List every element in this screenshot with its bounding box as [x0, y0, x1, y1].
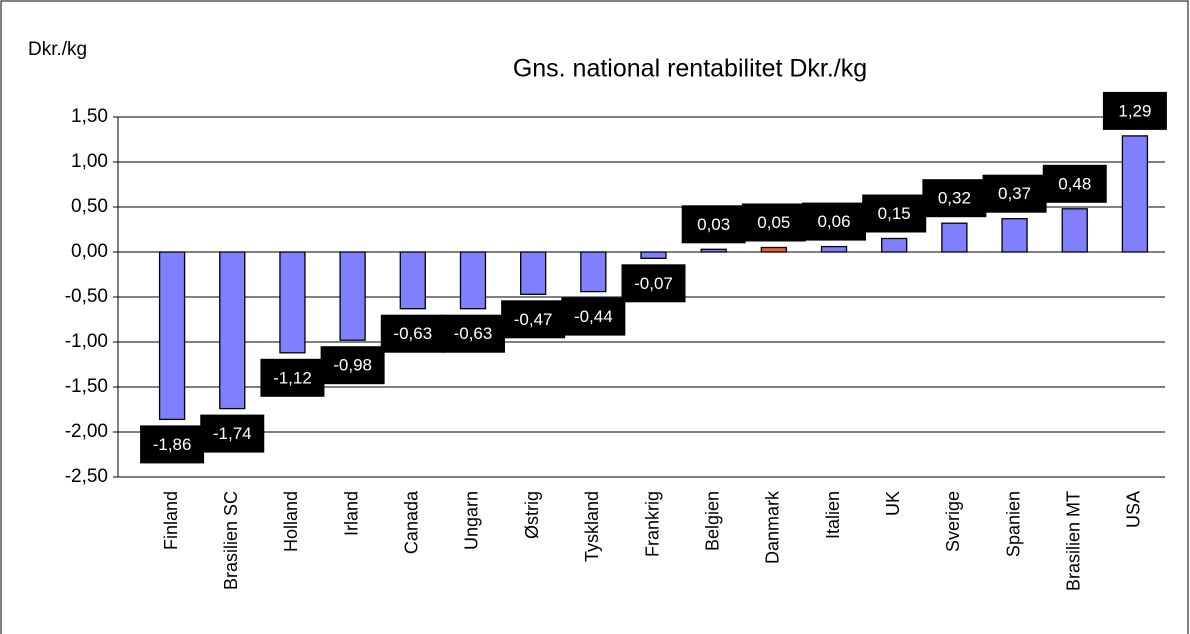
value-label-box: [621, 264, 686, 303]
x-tick-label: Spanien: [1003, 491, 1023, 557]
y-tick-label: 0,50: [71, 196, 108, 217]
y-axis-label: Dkr./kg: [28, 39, 87, 60]
value-label-box: [1042, 164, 1107, 203]
bar: [820, 245, 848, 253]
x-tick-label: Tyskland: [582, 491, 602, 562]
value-label: 0,03: [697, 215, 730, 234]
value-label: -1,12: [273, 368, 312, 387]
value-label-box: [922, 179, 987, 218]
value-label-box: [260, 358, 325, 397]
bar: [941, 222, 968, 253]
x-tick-label: UK: [883, 491, 903, 516]
bar: [580, 251, 607, 293]
y-tick-label: -1,50: [65, 376, 108, 397]
bar: [1061, 208, 1088, 253]
x-tick-label: Danmark: [763, 490, 783, 564]
x-tick-label: Ungarn: [462, 491, 482, 550]
value-label: -0,63: [393, 324, 432, 343]
value-label-box: [140, 425, 205, 464]
x-tick-label: USA: [1124, 491, 1144, 528]
value-label-box: [501, 300, 566, 339]
bar: [1121, 135, 1149, 253]
x-tick-label: Sverige: [943, 491, 963, 552]
bar: [700, 248, 727, 253]
value-label-box: [380, 314, 445, 353]
bar: [158, 251, 186, 421]
value-label-box: [802, 202, 867, 241]
value-label: -0,98: [333, 356, 372, 375]
x-tick-label: Brasilien SC: [221, 491, 241, 590]
y-tick-label: -2,50: [65, 466, 108, 487]
x-tick-label: Irland: [341, 491, 361, 536]
value-label-box: [440, 314, 505, 353]
y-tick-label: 1,00: [71, 151, 108, 172]
value-label: 0,15: [878, 204, 911, 223]
value-label-box: [741, 203, 806, 242]
value-label: -0,07: [634, 274, 673, 293]
chart-title: Gns. national rentabilitet Dkr./kg: [513, 55, 867, 83]
x-tick-label: Frankrig: [642, 491, 662, 557]
y-tick-label: 0,00: [71, 241, 108, 262]
x-tick-label: Østrig: [522, 491, 542, 539]
value-label: -0,63: [454, 324, 493, 343]
bar: [339, 251, 366, 341]
bar: [519, 251, 547, 295]
x-tick-label: Italien: [823, 491, 843, 539]
bar: [459, 251, 487, 310]
value-label: 0,48: [1058, 174, 1091, 193]
bar: [279, 251, 306, 354]
value-label: 1,29: [1118, 101, 1151, 120]
value-label: -1,74: [213, 424, 252, 443]
x-tick-label: Finland: [161, 491, 181, 550]
bar: [1001, 218, 1028, 253]
value-label: -0,44: [574, 307, 613, 326]
x-tick-label: Belgien: [702, 491, 722, 551]
bar: [219, 251, 246, 410]
value-label: 0,32: [938, 189, 971, 208]
value-label-box: [862, 194, 927, 233]
value-label-box: [982, 174, 1047, 213]
x-tick-label: Brasilien MT: [1063, 491, 1083, 591]
value-label-box: [1102, 91, 1167, 130]
value-label: -0,47: [514, 310, 553, 329]
bar: [399, 251, 426, 310]
y-tick-label: -2,00: [65, 421, 108, 442]
value-label: 0,05: [757, 213, 790, 232]
value-label: -1,86: [153, 435, 192, 454]
bar: [881, 237, 908, 253]
value-label-box: [561, 297, 626, 336]
value-label-box: [681, 205, 746, 244]
x-tick-label: Holland: [281, 491, 301, 552]
value-label: 0,06: [817, 212, 850, 231]
y-tick-label: -0,50: [65, 286, 108, 307]
y-tick-label: 1,50: [71, 106, 108, 127]
value-label-box: [320, 346, 385, 385]
y-tick-label: -1,00: [65, 331, 108, 352]
bar: [760, 246, 788, 253]
x-tick-label: Canada: [402, 490, 422, 554]
value-label-box: [200, 414, 265, 453]
bar: [640, 251, 667, 259]
value-label: 0,37: [998, 184, 1031, 203]
